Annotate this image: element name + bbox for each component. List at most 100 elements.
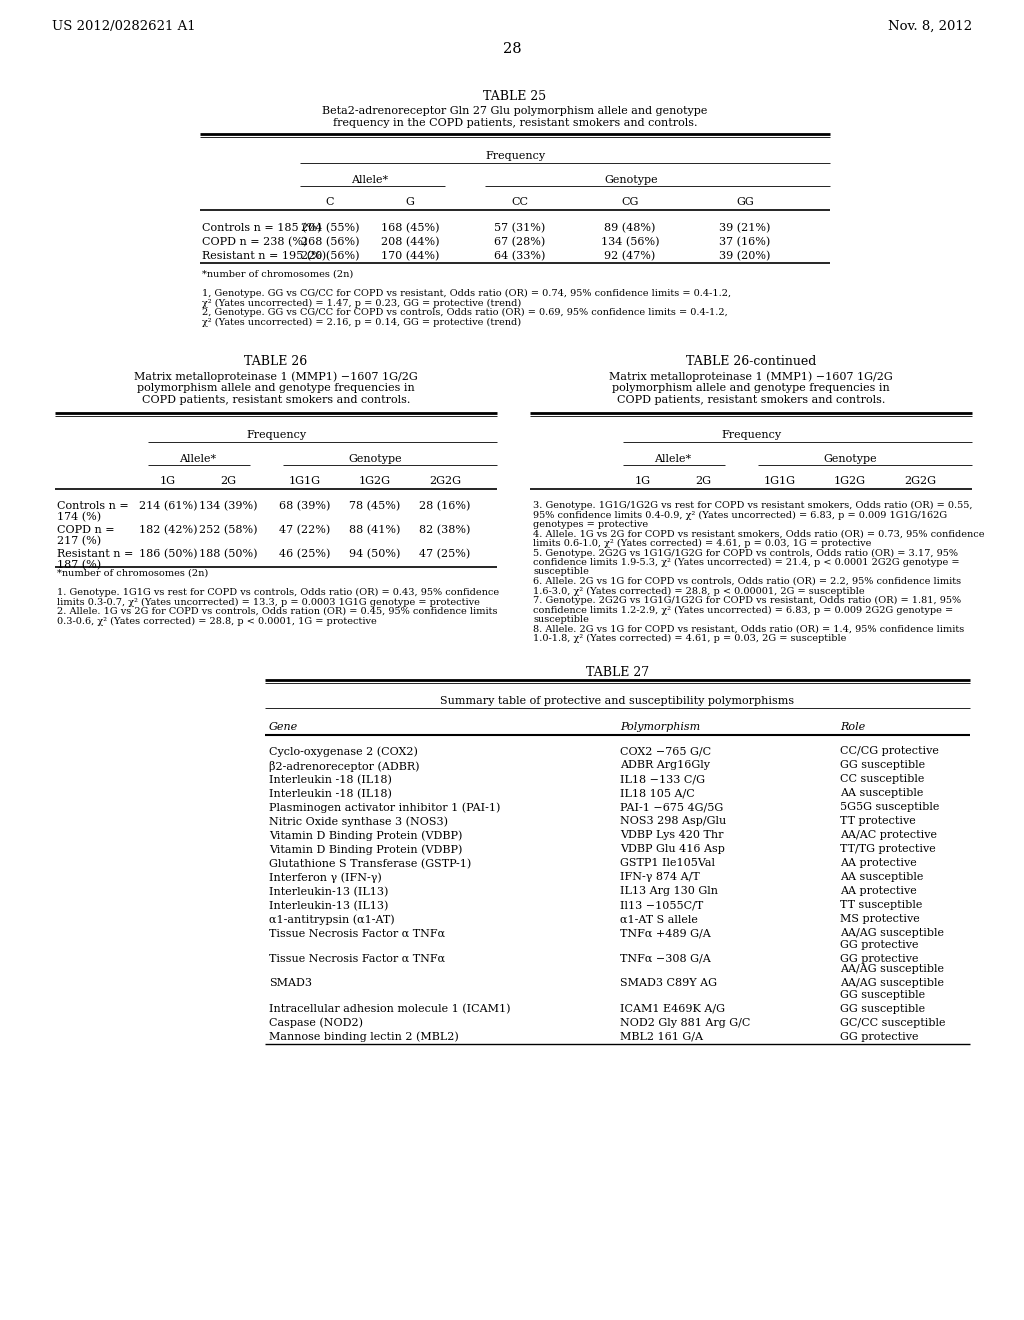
Text: 7. Genotype. 2G2G vs 1G1G/1G2G for COPD vs resistant, Odds ratio (OR) = 1.81, 95: 7. Genotype. 2G2G vs 1G1G/1G2G for COPD …: [534, 597, 962, 605]
Text: 2G: 2G: [695, 477, 711, 486]
Text: Resistant n = 195 (%): Resistant n = 195 (%): [202, 251, 326, 261]
Text: Matrix metalloproteinase 1 (MMP1) −1607 1G/2G
polymorphism allele and genotype f: Matrix metalloproteinase 1 (MMP1) −1607 …: [609, 371, 893, 405]
Text: 208 (44%): 208 (44%): [381, 238, 439, 247]
Text: CC: CC: [512, 197, 528, 207]
Text: COX2 −765 G/C: COX2 −765 G/C: [620, 747, 711, 756]
Text: *number of chromosomes (2n): *number of chromosomes (2n): [202, 271, 353, 279]
Text: 5G5G susceptible: 5G5G susceptible: [840, 803, 939, 813]
Text: SMAD3: SMAD3: [269, 978, 312, 989]
Text: G: G: [406, 197, 415, 207]
Text: 1G2G: 1G2G: [359, 477, 391, 486]
Text: 268 (56%): 268 (56%): [301, 238, 359, 247]
Text: TNFα +489 G/A: TNFα +489 G/A: [620, 928, 711, 939]
Text: Interleukin-13 (IL13): Interleukin-13 (IL13): [269, 887, 388, 896]
Text: 220 (56%): 220 (56%): [301, 251, 359, 261]
Text: 82 (38%): 82 (38%): [419, 525, 471, 536]
Text: 3. Genotype. 1G1G/1G2G vs rest for COPD vs resistant smokers, Odds ratio (OR) = : 3. Genotype. 1G1G/1G2G vs rest for COPD …: [534, 502, 973, 510]
Text: IFN-γ 874 A/T: IFN-γ 874 A/T: [620, 873, 699, 883]
Text: MBL2 161 G/A: MBL2 161 G/A: [620, 1031, 703, 1041]
Text: Allele*: Allele*: [179, 454, 216, 465]
Text: CG: CG: [622, 197, 639, 207]
Text: Frequency: Frequency: [485, 150, 545, 161]
Text: susceptible: susceptible: [534, 615, 589, 624]
Text: 1G: 1G: [160, 477, 176, 486]
Text: 39 (20%): 39 (20%): [719, 251, 771, 261]
Text: Controls n = 185 (%): Controls n = 185 (%): [202, 223, 322, 234]
Text: Tissue Necrosis Factor α TNFα: Tissue Necrosis Factor α TNFα: [269, 953, 445, 964]
Text: VDBP Lys 420 Thr: VDBP Lys 420 Thr: [620, 830, 724, 841]
Text: GG protective: GG protective: [840, 953, 919, 964]
Text: SMAD3 C89Y AG: SMAD3 C89Y AG: [620, 978, 717, 989]
Text: 1.6-3.0, χ² (Yates corrected) = 28.8, p < 0.00001, 2G = susceptible: 1.6-3.0, χ² (Yates corrected) = 28.8, p …: [534, 586, 864, 595]
Text: 2G2G: 2G2G: [904, 477, 936, 486]
Text: IL18 105 A/C: IL18 105 A/C: [620, 788, 694, 799]
Text: *number of chromosomes (2n): *number of chromosomes (2n): [57, 569, 208, 578]
Text: TT protective: TT protective: [840, 817, 915, 826]
Text: 39 (21%): 39 (21%): [719, 223, 771, 234]
Text: Summary table of protective and susceptibility polymorphisms: Summary table of protective and suscepti…: [440, 696, 795, 705]
Text: COPD n =: COPD n =: [57, 525, 115, 535]
Text: Intracellular adhesion molecule 1 (ICAM1): Intracellular adhesion molecule 1 (ICAM1…: [269, 1003, 511, 1014]
Text: 94 (50%): 94 (50%): [349, 549, 400, 560]
Text: PAI-1 −675 4G/5G: PAI-1 −675 4G/5G: [620, 803, 723, 813]
Text: MS protective: MS protective: [840, 915, 920, 924]
Text: TT susceptible: TT susceptible: [840, 900, 923, 911]
Text: GSTP1 Ile105Val: GSTP1 Ile105Val: [620, 858, 715, 869]
Text: Interleukin-13 (IL13): Interleukin-13 (IL13): [269, 900, 388, 911]
Text: limits 0.6-1.0, χ² (Yates corrected) = 4.61, p = 0.03, 1G = protective: limits 0.6-1.0, χ² (Yates corrected) = 4…: [534, 539, 871, 548]
Text: 47 (25%): 47 (25%): [420, 549, 471, 560]
Text: ICAM1 E469K A/G: ICAM1 E469K A/G: [620, 1003, 725, 1014]
Text: 174 (%): 174 (%): [57, 512, 101, 523]
Text: TT/TG protective: TT/TG protective: [840, 845, 936, 854]
Text: 28: 28: [503, 42, 521, 55]
Text: VDBP Glu 416 Asp: VDBP Glu 416 Asp: [620, 845, 725, 854]
Text: β2-adrenoreceptor (ADBR): β2-adrenoreceptor (ADBR): [269, 760, 420, 771]
Text: 95% confidence limits 0.4-0.9, χ² (Yates uncorrected) = 6.83, p = 0.009 1G1G/162: 95% confidence limits 0.4-0.9, χ² (Yates…: [534, 511, 947, 520]
Text: Nov. 8, 2012: Nov. 8, 2012: [888, 20, 972, 33]
Text: CC susceptible: CC susceptible: [840, 775, 925, 784]
Text: 186 (50%): 186 (50%): [138, 549, 198, 560]
Text: Il13 −1055C/T: Il13 −1055C/T: [620, 900, 703, 911]
Text: GG protective: GG protective: [840, 940, 919, 949]
Text: TABLE 26: TABLE 26: [245, 355, 307, 368]
Text: Vitamin D Binding Protein (VDBP): Vitamin D Binding Protein (VDBP): [269, 845, 463, 855]
Text: Plasminogen activator inhibitor 1 (PAI-1): Plasminogen activator inhibitor 1 (PAI-1…: [269, 803, 501, 813]
Text: 1G1G: 1G1G: [289, 477, 321, 486]
Text: CC/CG protective: CC/CG protective: [840, 747, 939, 756]
Text: 252 (58%): 252 (58%): [199, 525, 257, 536]
Text: AA susceptible: AA susceptible: [840, 873, 924, 883]
Text: AA susceptible: AA susceptible: [840, 788, 924, 799]
Text: χ² (Yates uncorrected) = 2.16, p = 0.14, GG = protective (trend): χ² (Yates uncorrected) = 2.16, p = 0.14,…: [202, 318, 521, 326]
Text: AA/AC protective: AA/AC protective: [840, 830, 937, 841]
Text: 1. Genotype. 1G1G vs rest for COPD vs controls, Odds ratio (OR) = 0.43, 95% conf: 1. Genotype. 1G1G vs rest for COPD vs co…: [57, 587, 499, 597]
Text: Interferon γ (IFN-γ): Interferon γ (IFN-γ): [269, 873, 382, 883]
Text: 168 (45%): 168 (45%): [381, 223, 439, 234]
Text: Genotype: Genotype: [605, 176, 658, 185]
Text: confidence limits 1.9-5.3, χ² (Yates uncorrected) = 21.4, p < 0.0001 2G2G genoty: confidence limits 1.9-5.3, χ² (Yates unc…: [534, 558, 959, 568]
Text: 68 (39%): 68 (39%): [280, 502, 331, 511]
Text: genotypes = protective: genotypes = protective: [534, 520, 648, 529]
Text: Allele*: Allele*: [654, 454, 691, 465]
Text: Genotype: Genotype: [823, 454, 877, 465]
Text: COPD n = 238 (%): COPD n = 238 (%): [202, 238, 307, 247]
Text: GG susceptible: GG susceptible: [840, 760, 925, 771]
Text: Frequency: Frequency: [246, 430, 306, 440]
Text: χ² (Yates uncorrected) = 1.47, p = 0.23, GG = protective (trend): χ² (Yates uncorrected) = 1.47, p = 0.23,…: [202, 298, 521, 308]
Text: 2. Allele. 1G vs 2G for COPD vs controls, Odds ration (OR) = 0.45, 95% confidenc: 2. Allele. 1G vs 2G for COPD vs controls…: [57, 607, 498, 616]
Text: TABLE 25: TABLE 25: [483, 90, 547, 103]
Text: 57 (31%): 57 (31%): [495, 223, 546, 234]
Text: Interleukin -18 (IL18): Interleukin -18 (IL18): [269, 788, 392, 799]
Text: susceptible: susceptible: [534, 568, 589, 577]
Text: 1, Genotype. GG vs CG/CC for COPD vs resistant, Odds ratio (OR) = 0.74, 95% conf: 1, Genotype. GG vs CG/CC for COPD vs res…: [202, 289, 731, 298]
Text: 92 (47%): 92 (47%): [604, 251, 655, 261]
Text: Mannose binding lectin 2 (MBL2): Mannose binding lectin 2 (MBL2): [269, 1031, 459, 1041]
Text: Controls n =: Controls n =: [57, 502, 129, 511]
Text: TNFα −308 G/A: TNFα −308 G/A: [620, 953, 711, 964]
Text: GG protective: GG protective: [840, 1031, 919, 1041]
Text: Interleukin -18 (IL18): Interleukin -18 (IL18): [269, 775, 392, 785]
Text: NOD2 Gly 881 Arg G/C: NOD2 Gly 881 Arg G/C: [620, 1018, 751, 1027]
Text: 0.3-0.6, χ² (Yates corrected) = 28.8, p < 0.0001, 1G = protective: 0.3-0.6, χ² (Yates corrected) = 28.8, p …: [57, 616, 377, 626]
Text: 170 (44%): 170 (44%): [381, 251, 439, 261]
Text: GC/CC susceptible: GC/CC susceptible: [840, 1018, 945, 1027]
Text: 78 (45%): 78 (45%): [349, 502, 400, 511]
